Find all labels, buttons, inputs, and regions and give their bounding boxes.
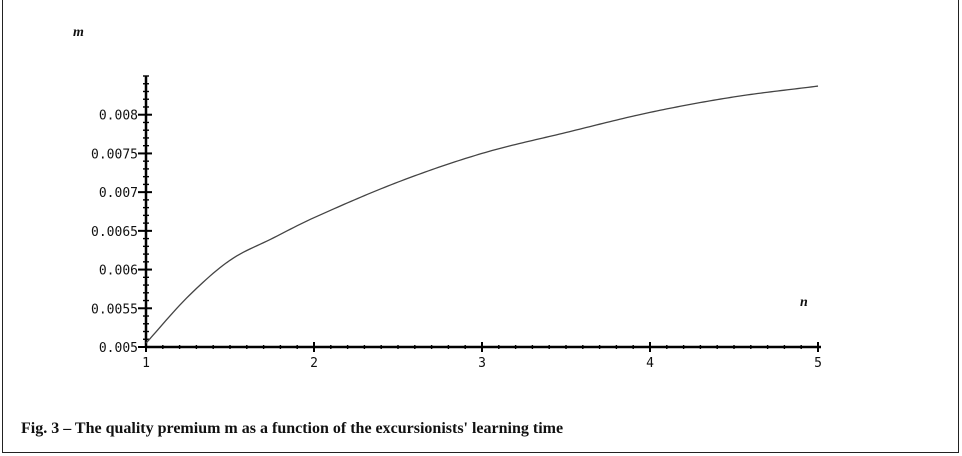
y-tick-label: 0.0065: [91, 225, 138, 240]
y-tick-label: 0.0055: [91, 302, 138, 317]
x-tick-label: 4: [646, 356, 654, 371]
x-tick-label: 1: [142, 356, 150, 371]
x-tick-label: 2: [310, 356, 318, 371]
line-chart: 0.005 0.0055 0.006 0.0065 0.007 0.0075 0.008 1 2…: [73, 25, 822, 371]
x-axis-label: n: [800, 295, 808, 310]
figure-caption: Fig. 3 – The quality premium m as a func…: [21, 420, 564, 437]
y-tick-label: 0.005: [99, 341, 138, 356]
y-tick-label: 0.008: [99, 109, 138, 124]
axes: [144, 76, 821, 349]
series-line: [145, 85, 819, 344]
y-tick-label: 0.006: [99, 264, 138, 279]
y-axis-label: m: [73, 25, 84, 40]
tick-marks: [138, 75, 819, 352]
y-tick-label: 0.007: [99, 186, 138, 201]
y-tick-label: 0.0075: [91, 147, 138, 162]
x-tick-label: 5: [814, 356, 822, 371]
x-tick-label: 3: [478, 356, 486, 371]
tick-labels: 0.005 0.0055 0.006 0.0065 0.007 0.0075 0.008 1 2…: [91, 109, 822, 371]
